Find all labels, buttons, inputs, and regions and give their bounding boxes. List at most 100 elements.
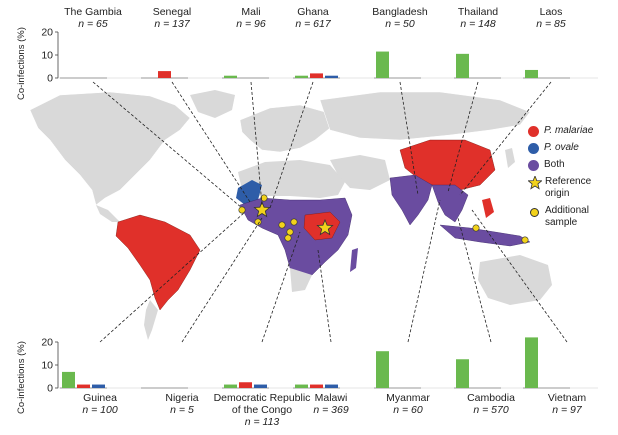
sample-size: n = 148 — [460, 18, 496, 30]
bottom-bar — [295, 384, 308, 388]
legend-swatch — [528, 143, 539, 154]
country-name: Senegal — [152, 6, 192, 18]
bottom-bar — [456, 359, 469, 388]
legend-label: Reference origin — [545, 176, 592, 199]
africa-north — [238, 160, 345, 198]
connector-line — [261, 231, 301, 343]
bottom-bar — [254, 384, 267, 388]
country-name: The Gambia — [64, 6, 122, 18]
legend-swatch — [530, 208, 539, 217]
legend-item: P. ovale — [528, 142, 605, 154]
additional-sample-dot — [238, 206, 246, 214]
madagascar — [350, 248, 358, 272]
africa-sub-saharan — [239, 197, 353, 281]
top-y-axis-label: Co-infections (%) — [16, 27, 27, 100]
legend-item: Additional sample — [528, 205, 605, 229]
top-country-label: Bangladesh n = 50 — [372, 6, 427, 30]
bottom-y-tick-label: 20 — [41, 337, 53, 349]
country-name: Cambodia — [467, 392, 515, 404]
country-name: Mali — [241, 6, 261, 18]
bottom-country-label: Vietnam n = 97 — [548, 392, 586, 416]
top-bar — [525, 69, 538, 78]
additional-sample-dot — [286, 228, 294, 236]
japan — [505, 148, 515, 168]
top-bar-chart: 0 10 20 — [41, 27, 598, 85]
connector-line — [457, 217, 492, 343]
bottom-y-axis-label: Co-infections (%) — [16, 341, 27, 414]
sample-size: n = 97 — [552, 404, 582, 416]
connector-line — [407, 199, 441, 343]
top-country-label: Thailand n = 148 — [458, 6, 498, 30]
legend-label: Both — [544, 159, 565, 170]
legend-label: P. ovale — [544, 142, 579, 153]
north-asia — [319, 91, 531, 141]
top-bar — [376, 51, 389, 78]
top-y-tick-label: 0 — [47, 73, 53, 85]
bottom-country-label: Democratic Republic of the Congo n = 113 — [214, 392, 311, 428]
southeast-asia — [431, 184, 469, 223]
bottom-bar — [376, 351, 389, 388]
sample-size: n = 617 — [295, 18, 331, 30]
north-america — [29, 91, 191, 206]
top-bar — [310, 73, 323, 78]
bottom-bar — [525, 337, 538, 388]
legend-swatch — [528, 160, 539, 171]
country-name: of the Congo — [231, 404, 293, 416]
connector-line — [92, 81, 243, 209]
country-name: Nigeria — [165, 392, 199, 404]
connector-lines — [92, 81, 568, 343]
bottom-bar — [77, 384, 90, 388]
world-map — [29, 90, 552, 340]
additional-sample-dot — [260, 194, 268, 202]
country-name: Guinea — [83, 392, 117, 404]
country-name: Laos — [539, 6, 563, 18]
top-bar — [325, 75, 338, 78]
bottom-country-label: Myanmar n = 60 — [386, 392, 430, 416]
legend-item: Both — [528, 159, 605, 171]
south-asia — [389, 174, 433, 226]
legend-label: Additional sample — [545, 205, 589, 228]
legend-label: P. malariae — [544, 125, 594, 136]
reference-origin-star — [316, 218, 334, 236]
additional-sample-dot — [521, 236, 529, 244]
sample-size: n = 96 — [236, 18, 266, 30]
top-y-tick-label: 10 — [41, 50, 53, 62]
country-name: Malawi — [314, 392, 348, 404]
africa-south — [290, 268, 312, 292]
sample-size: n = 50 — [385, 18, 415, 30]
bottom-country-label: Nigeria n = 5 — [165, 392, 198, 416]
connector-line — [459, 81, 552, 196]
connector-line — [181, 217, 263, 343]
europe — [239, 104, 331, 153]
country-name: Ghana — [297, 6, 329, 18]
top-bar — [295, 75, 308, 78]
connector-line — [250, 81, 263, 206]
additional-sample-dot — [278, 221, 286, 229]
sample-size: n = 100 — [82, 404, 118, 416]
connector-line — [399, 81, 419, 196]
sample-size: n = 570 — [473, 404, 509, 416]
top-country-label: The Gambia n = 65 — [64, 6, 122, 30]
legend-item: P. malariae — [528, 125, 605, 137]
sample-size: n = 137 — [154, 18, 190, 30]
bottom-country-label: Cambodia n = 570 — [467, 392, 515, 416]
legend-item: Reference origin — [528, 176, 605, 200]
additional-sample-dot — [290, 218, 298, 226]
bottom-y-tick-label: 10 — [41, 360, 53, 372]
top-country-label: Mali n = 96 — [236, 6, 266, 30]
sample-size: n = 369 — [313, 404, 349, 416]
top-bar — [456, 53, 469, 78]
bottom-y-tick-label: 0 — [47, 383, 53, 395]
connector-line — [471, 209, 568, 343]
bottom-bar-chart: 0 10 20 — [41, 337, 598, 395]
sample-size: n = 60 — [393, 404, 423, 416]
additional-sample-dot — [284, 234, 292, 242]
reference-origin-star — [253, 200, 271, 218]
bottom-country-label: Guinea n = 100 — [82, 392, 117, 416]
country-name: Myanmar — [386, 392, 430, 404]
bottom-bar — [325, 384, 338, 388]
connector-line — [447, 81, 479, 193]
sample-size: n = 85 — [536, 18, 566, 30]
top-bar — [224, 75, 237, 78]
